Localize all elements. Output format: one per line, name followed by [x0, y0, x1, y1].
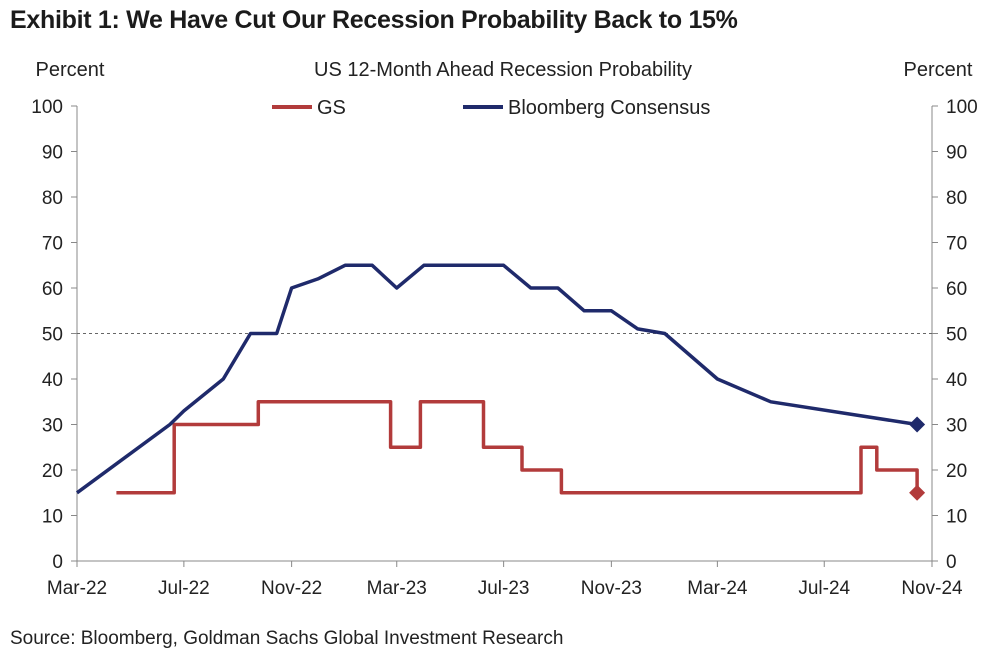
y-tick-label-left: 50 [42, 325, 63, 346]
chart-series [75, 263, 926, 501]
series-end-marker-gs [909, 484, 926, 501]
y-tick-label-right: 60 [946, 279, 967, 300]
x-tick-label: Mar-24 [687, 578, 748, 599]
y-tick-label-left: 0 [52, 552, 63, 573]
y-axis-label-left: Percent [36, 59, 105, 81]
x-tick-label: Nov-22 [261, 578, 322, 599]
y-tick-label-left: 100 [31, 97, 63, 118]
y-axis-label-right: Percent [904, 59, 973, 81]
y-tick-label-right: 70 [946, 234, 967, 255]
y-tick-label-left: 10 [42, 507, 63, 528]
x-tick-label: Nov-24 [901, 578, 963, 599]
y-tick-label-left: 90 [42, 143, 63, 164]
chart-ticks: 0 0 10 10 20 20 30 30 40 40 50 50 60 60 70 70 80 80 90 90 10… [31, 97, 977, 599]
series-line-gs [116, 400, 919, 495]
source-note: Source: Bloomberg, Goldman Sachs Global … [10, 628, 564, 649]
series-end-marker-bloomberg-consensus [909, 416, 926, 433]
x-tick-label: Jul-24 [798, 578, 850, 599]
y-tick-label-right: 20 [946, 461, 967, 482]
y-tick-label-right: 50 [946, 325, 967, 346]
y-tick-label-right: 40 [946, 370, 967, 391]
y-tick-label-left: 70 [42, 234, 63, 255]
chart-legend: GS Bloomberg Consensus [272, 97, 710, 119]
y-tick-label-left: 60 [42, 279, 63, 300]
x-tick-label: Mar-22 [47, 578, 107, 599]
y-tick-label-right: 30 [946, 416, 967, 437]
legend-label-bloomberg-consensus: Bloomberg Consensus [508, 97, 710, 119]
legend-label-gs: GS [317, 97, 346, 119]
y-tick-label-left: 80 [42, 188, 63, 209]
y-tick-label-right: 0 [946, 552, 957, 573]
y-tick-label-left: 40 [42, 370, 63, 391]
y-tick-label-right: 100 [946, 97, 978, 118]
chart-title: US 12-Month Ahead Recession Probability [314, 59, 692, 81]
y-tick-label-left: 30 [42, 416, 63, 437]
exhibit-title: Exhibit 1: We Have Cut Our Recession Pro… [10, 6, 738, 34]
x-tick-label: Jul-23 [478, 578, 530, 599]
y-tick-label-right: 80 [946, 188, 967, 209]
y-tick-label-right: 10 [946, 507, 967, 528]
x-tick-label: Nov-23 [581, 578, 642, 599]
series-line-bloomberg-consensus [75, 263, 918, 495]
x-tick-label: Jul-22 [158, 578, 210, 599]
y-tick-label-right: 90 [946, 143, 967, 164]
x-tick-label: Mar-23 [367, 578, 427, 599]
y-tick-label-left: 20 [42, 461, 63, 482]
